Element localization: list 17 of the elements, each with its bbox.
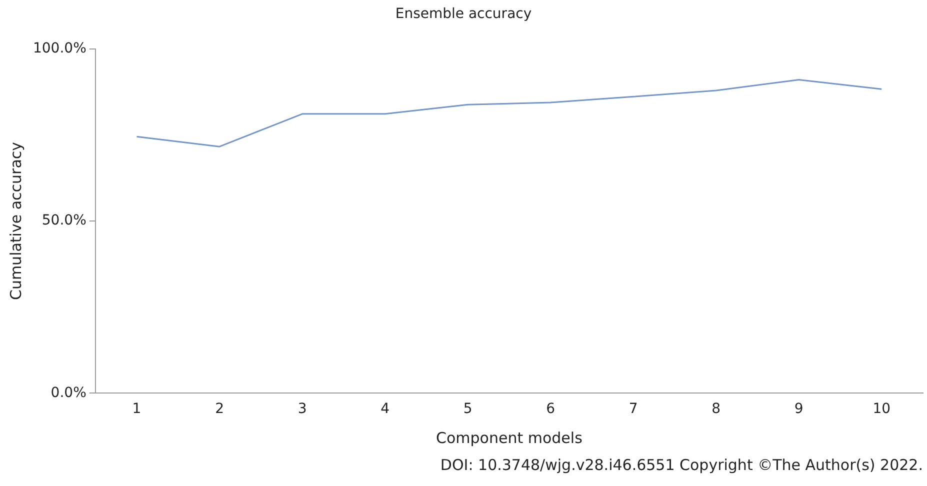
x-tick-label: 7	[628, 401, 638, 418]
y-tick-label: 0.0%	[50, 384, 86, 401]
x-tick-label: 1	[132, 401, 142, 418]
x-tick-label: 4	[380, 401, 390, 418]
x-axis-title: Component models	[436, 428, 583, 447]
text: DOI: 10.3748/wjg.v28.i46.6551 Copyright ©The Author(s) 2022.	[440, 456, 923, 474]
x-tick-label: 5	[463, 401, 472, 418]
chart-title: Ensemble accuracy	[395, 6, 532, 22]
y-tick-label: 50.0%	[42, 212, 86, 229]
x-tick-label: 10	[872, 401, 891, 418]
x-tick-label: 6	[546, 401, 556, 418]
y-tick-label: 100.0%	[32, 40, 86, 56]
x-tick-label: 3	[298, 401, 307, 418]
x-tick-label: 2	[215, 401, 224, 418]
x-tick-label: 8	[712, 401, 721, 418]
x-tick-label: 9	[794, 401, 804, 418]
y-axis-title: Cumulative accuracy	[6, 142, 25, 300]
